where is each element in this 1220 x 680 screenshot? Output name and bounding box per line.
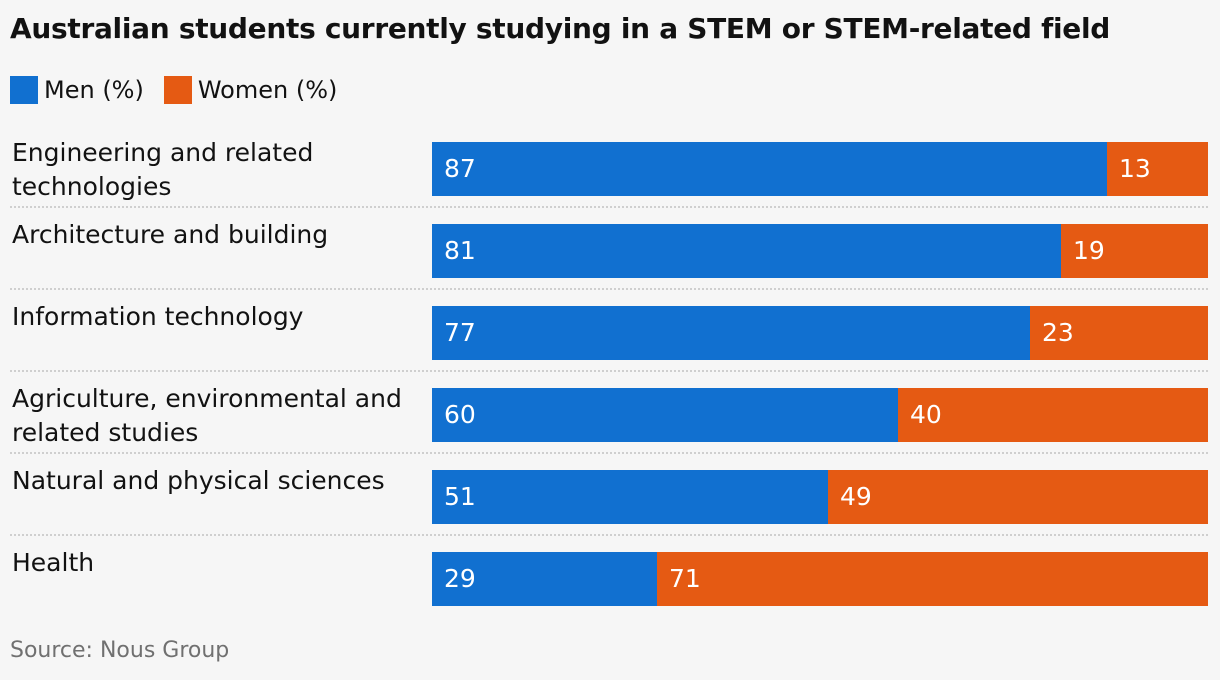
bar-segment-women: 40 [898,388,1208,442]
stacked-bar: 60 40 [432,388,1208,442]
row-divider [10,206,1208,208]
legend-item-women: Women (%) [163,76,338,104]
bar-segment-women: 19 [1061,224,1208,278]
bar-segment-women: 23 [1030,306,1208,360]
category-label: Information technology [12,302,304,331]
bar-segment-women: 13 [1107,142,1208,196]
data-label: 40 [910,400,942,429]
row-divider [10,288,1208,290]
data-label: 19 [1073,236,1105,265]
bar-row: Health 29 71 [10,536,1208,618]
bar-segment-men: 60 [432,388,898,442]
category-label: Architecture and building [12,220,329,249]
source-note: Source: Nous Group [10,638,230,663]
category-label: Natural and physical sciences [12,466,385,495]
bar-segment-women: 71 [657,552,1208,606]
stacked-bar: 87 13 [432,142,1208,196]
bar-row: Architecture and building 81 19 [10,208,1208,290]
bar-row: Natural and physical sciences 51 49 [10,454,1208,536]
bar-row: Agriculture, environmental and related s… [10,372,1208,454]
legend-label-women: Women (%) [197,76,338,104]
bar-segment-men: 77 [432,306,1030,360]
bar-segment-men: 51 [432,470,828,524]
category-label: Engineering and related technologies [12,138,314,201]
legend: Men (%) Women (%) [10,76,357,104]
chart-title: Australian students currently studying i… [10,12,1110,45]
data-label: 77 [444,318,476,347]
stacked-bar: 29 71 [432,552,1208,606]
data-label: 87 [444,154,476,183]
data-label: 81 [444,236,476,265]
data-label: 23 [1042,318,1074,347]
row-divider [10,452,1208,454]
bar-row: Engineering and related technologies 87 13 [10,126,1208,208]
category-label: Health [12,548,95,577]
stacked-bar: 81 19 [432,224,1208,278]
legend-item-men: Men (%) [10,76,144,104]
row-divider [10,534,1208,536]
data-label: 13 [1119,154,1151,183]
bar-segment-men: 81 [432,224,1061,278]
legend-label-men: Men (%) [44,76,144,104]
bar-segment-men: 87 [432,142,1107,196]
data-label: 29 [444,564,476,593]
data-label: 60 [444,400,476,429]
bar-segment-men: 29 [432,552,657,606]
category-label: Agriculture, environmental and related s… [12,384,402,447]
data-label: 51 [444,482,476,511]
stacked-bar: 77 23 [432,306,1208,360]
stacked-bar: 51 49 [432,470,1208,524]
data-label: 71 [669,564,701,593]
row-divider [10,370,1208,372]
legend-swatch-men [10,76,38,104]
data-label: 49 [840,482,872,511]
bar-segment-women: 49 [828,470,1208,524]
bar-row: Information technology 77 23 [10,290,1208,372]
legend-swatch-women [163,76,192,104]
